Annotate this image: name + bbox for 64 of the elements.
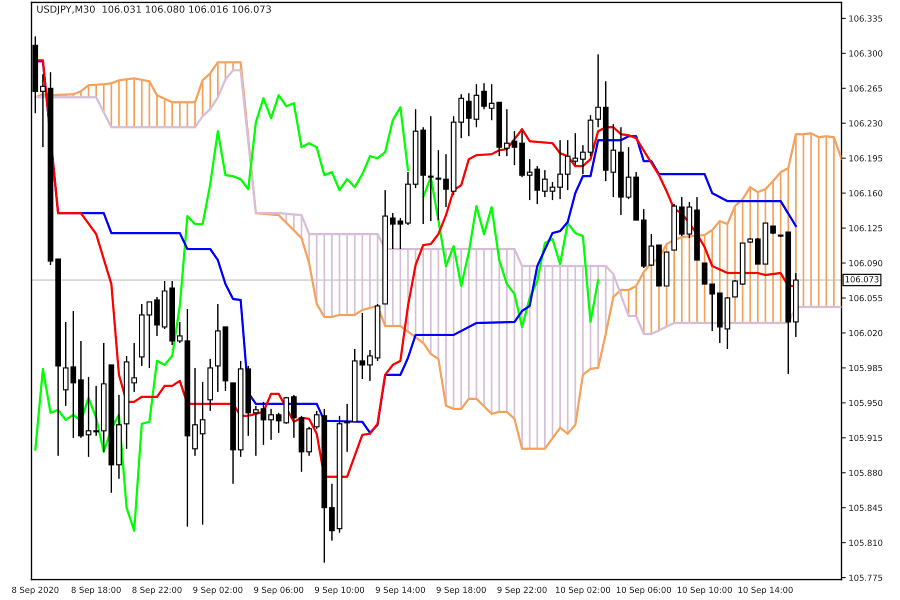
y-tick-label: 105.915 — [849, 434, 882, 442]
y-tick-label: 105.950 — [849, 400, 882, 406]
x-tick-label: 8 Sep 18:00 — [72, 586, 121, 595]
candlestick — [314, 410, 320, 430]
candlestick — [534, 165, 540, 205]
candlestick — [62, 321, 69, 407]
y-tick-label: 105.810 — [849, 540, 882, 546]
candlestick — [595, 54, 601, 128]
candlestick — [564, 140, 571, 191]
candlestick — [436, 150, 442, 221]
candlestick — [360, 312, 366, 380]
y-tick-label: 105.845 — [849, 504, 882, 511]
y-tick-label: 106.230 — [849, 120, 882, 127]
candlestick — [176, 321, 183, 344]
candlestick — [504, 108, 510, 157]
candlestick — [458, 94, 464, 139]
x-tick-label: 9 Sep 06:00 — [254, 586, 304, 595]
y-tick-label: 105.880 — [849, 470, 882, 476]
x-tick-label: 9 Sep 10:00 — [314, 586, 364, 595]
y-tick-label: 106.125 — [849, 225, 882, 232]
x-tick-label: 9 Sep 18:00 — [436, 586, 486, 595]
x-tick-label: 10 Sep 10:00 — [678, 586, 732, 595]
candlestick — [466, 92, 472, 137]
candlestick — [610, 124, 616, 198]
y-tick-label: 106.055 — [849, 294, 882, 302]
candlestick — [488, 84, 494, 121]
y-tick-label: 106.335 — [849, 15, 882, 22]
y-tick-label: 106.160 — [849, 190, 882, 196]
y-tick-label: 106.265 — [849, 85, 882, 92]
candlestick — [131, 342, 138, 393]
candlestick — [291, 394, 297, 438]
x-tick-label: 9 Sep 02:00 — [193, 586, 242, 595]
x-tick-label: 8 Sep 2020 — [12, 586, 59, 595]
candlestick — [557, 140, 563, 200]
candlestick — [70, 310, 76, 438]
candlestick — [306, 426, 312, 456]
candlestick — [344, 403, 350, 452]
candlestick — [276, 412, 282, 434]
y-tick-label: 105.985 — [849, 364, 882, 372]
x-tick-label: 9 Sep 14:00 — [376, 586, 425, 595]
y-tick-label: 106.195 — [849, 155, 882, 162]
candlestick — [253, 405, 259, 456]
candlestick — [542, 169, 548, 198]
candlestick — [526, 158, 533, 201]
y-tick-label: 106.020 — [849, 330, 882, 336]
x-tick-label: 10 Sep 06:00 — [616, 586, 672, 595]
candlestick — [550, 181, 556, 201]
y-tick-label: 105.775 — [849, 574, 882, 581]
candlestick — [572, 132, 578, 166]
x-tick-label: 9 Sep 22:00 — [497, 586, 547, 595]
candlestick — [200, 381, 206, 526]
x-tick-label: 10 Sep 02:00 — [556, 586, 610, 595]
candlestick — [580, 144, 586, 175]
ref-line-label: 106.073 — [846, 276, 879, 282]
candlestick — [443, 153, 449, 208]
x-tick-label: 10 Sep 14:00 — [738, 586, 793, 595]
candlestick — [428, 116, 434, 222]
x-tick-label: 8 Sep 22:00 — [132, 586, 182, 595]
y-tick-label: 106.300 — [849, 50, 882, 57]
candlestick — [702, 262, 708, 285]
chart-title: USDJPY,M30 106.031 106.080 106.016 106.073 — [37, 5, 271, 15]
candlestick — [146, 301, 152, 369]
y-tick-label: 106.090 — [849, 260, 882, 266]
candlestick — [93, 385, 99, 436]
